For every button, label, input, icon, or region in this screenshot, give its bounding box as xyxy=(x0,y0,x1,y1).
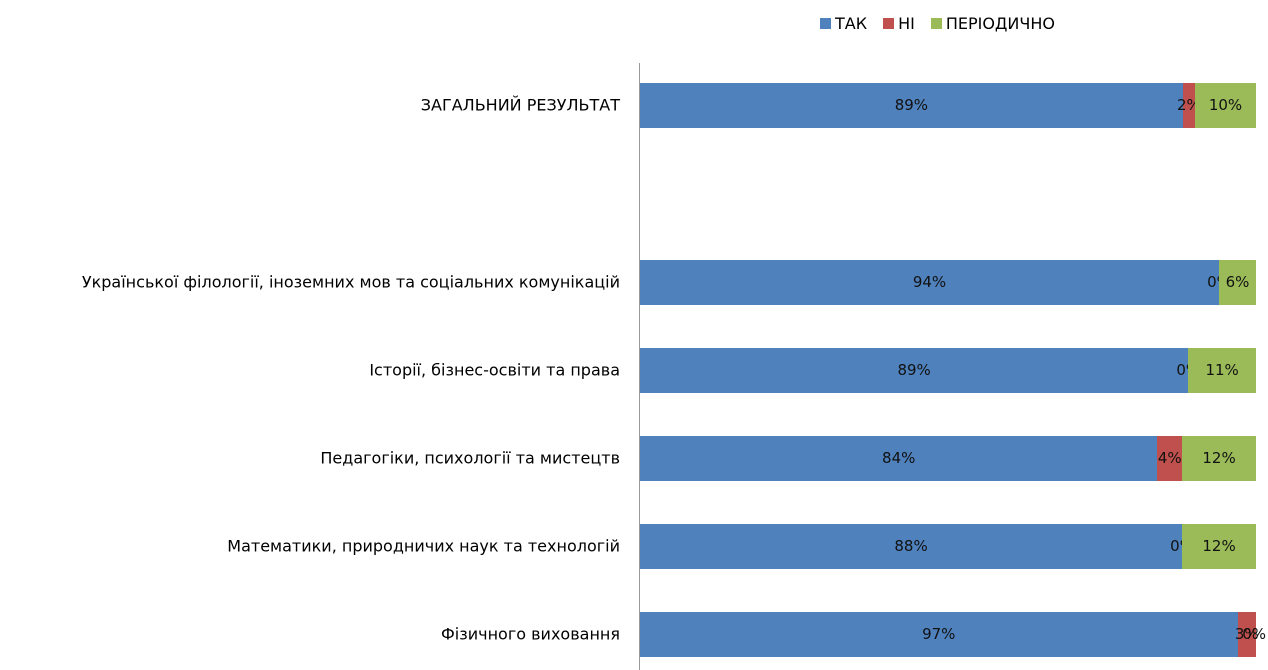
bar-segment-ni-pedahohiky xyxy=(1157,435,1183,481)
legend-swatch-tak xyxy=(820,18,831,29)
data-label-tak-zahalnyi: 89% xyxy=(894,96,929,114)
bar-segment-tak-istorii xyxy=(640,347,1189,393)
legend-item-ni: НІ xyxy=(883,14,915,33)
data-label-ni-zahalnyi: 2% xyxy=(1177,96,1201,114)
data-label-ni-fizychnoho: 3% xyxy=(1234,625,1259,643)
category-label-zahalnyi: ЗАГАЛЬНИЙ РЕЗУЛЬТАТ xyxy=(420,95,620,115)
bar-segment-ni-fizychnoho xyxy=(1237,611,1256,657)
legend: ТАК НІ ПЕРІОДИЧНО xyxy=(820,14,1055,33)
data-label-tak-ukr-filolohii: 94% xyxy=(912,273,947,291)
category-label-ukr-filolohii: Української філології, іноземних мов та … xyxy=(81,272,620,292)
data-label-periodychno-pedahohiky: 12% xyxy=(1202,449,1236,467)
legend-item-tak: ТАК xyxy=(820,14,867,33)
bar-segment-tak-pedahohiky xyxy=(640,435,1158,481)
data-label-tak-fizychnoho: 97% xyxy=(922,625,956,643)
bar-segment-tak-fizychnoho xyxy=(640,611,1238,657)
bar-segment-tak-matematyky xyxy=(640,523,1183,569)
category-label-pedahohiky: Педагогіки, психології та мистецтв xyxy=(320,448,620,468)
bar-segment-tak-zahalnyi xyxy=(640,82,1183,128)
category-label-matematyky: Математики, природничих наук та технолог… xyxy=(227,536,620,556)
data-label-periodychno-matematyky: 12% xyxy=(1202,537,1236,555)
data-label-periodychno-istorii: 11% xyxy=(1205,361,1239,379)
legend-label-ni: НІ xyxy=(898,14,915,33)
data-label-tak-pedahohiky: 84% xyxy=(882,449,916,467)
data-label-periodychno-zahalnyi: 10% xyxy=(1208,96,1243,114)
bar-segment-periodychno-ukr-filolohii xyxy=(1219,259,1256,305)
legend-swatch-periodychno xyxy=(930,18,942,29)
legend-item-periodychno: ПЕРІОДИЧНО xyxy=(930,14,1055,33)
legend-label-periodychno: ПЕРІОДИЧНО xyxy=(945,14,1055,33)
bar-segment-periodychno-zahalnyi xyxy=(1195,82,1256,128)
category-label-fizychnoho: Фізичного виховання xyxy=(441,624,620,644)
bar-segment-tak-ukr-filolohii xyxy=(640,259,1220,305)
bar-segment-periodychno-pedahohiky xyxy=(1182,435,1256,481)
bar-segment-ni-zahalnyi xyxy=(1182,82,1195,128)
data-label-ni-pedahohiky: 4% xyxy=(1157,449,1182,467)
legend-label-tak: ТАК xyxy=(835,14,868,33)
legend-swatch-ni xyxy=(883,18,895,29)
bar-segment-periodychno-istorii xyxy=(1188,347,1256,393)
data-label-periodychno-fizychnoho: 0% xyxy=(1242,625,1266,643)
category-label-istorii: Історії, бізнес-освіти та права xyxy=(369,360,620,380)
bar-segment-periodychno-matematyky xyxy=(1182,523,1256,569)
data-label-tak-istorii: 89% xyxy=(897,361,931,379)
category-axis-line xyxy=(639,63,640,670)
data-label-periodychno-ukr-filolohii: 6% xyxy=(1225,273,1250,291)
data-label-tak-matematyky: 88% xyxy=(894,537,928,555)
